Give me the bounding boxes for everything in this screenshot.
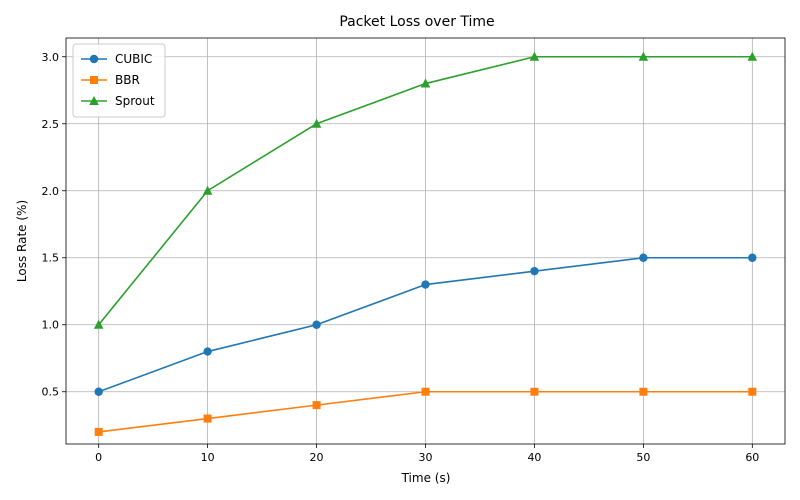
x-tick-label: 60	[745, 451, 759, 464]
data-point-cubic	[748, 253, 757, 262]
y-tick-label: 1.5	[42, 252, 60, 265]
legend-label: CUBIC	[115, 52, 152, 66]
legend-label: BBR	[115, 73, 140, 87]
data-point-bbr	[530, 387, 539, 396]
data-point-bbr	[312, 401, 321, 410]
data-point-sprout	[420, 78, 431, 88]
legend-marker	[89, 96, 99, 105]
data-point-cubic	[421, 280, 430, 289]
y-tick-label: 3.0	[42, 51, 60, 64]
y-tick-label: 0.5	[42, 386, 60, 399]
data-point-bbr	[94, 427, 103, 436]
series-layer	[93, 51, 758, 436]
data-point-cubic	[639, 253, 648, 262]
x-tick-label: 0	[95, 451, 102, 464]
legend-item-cubic: CUBIC	[81, 52, 152, 66]
data-point-cubic	[203, 347, 212, 356]
data-point-cubic	[312, 320, 321, 329]
data-point-sprout	[93, 319, 104, 329]
legend: CUBIC BBR Sprout	[72, 43, 166, 118]
series-bbr	[94, 387, 757, 436]
data-point-bbr	[203, 414, 212, 423]
data-point-bbr	[639, 387, 648, 396]
x-axis-label: Time (s)	[401, 471, 451, 485]
y-tick-label: 2.5	[42, 118, 60, 131]
data-point-cubic	[94, 387, 103, 396]
ticks: 0 10 20 30 40 50 60 0.5 1.0 1.5 2.0 2.5 3.0	[42, 51, 760, 464]
x-tick-label: 40	[527, 451, 541, 464]
x-tick-label: 30	[419, 451, 433, 464]
x-tick-label: 20	[310, 451, 324, 464]
x-tick-label: 10	[201, 451, 215, 464]
data-point-sprout	[529, 51, 540, 61]
data-point-sprout	[747, 51, 758, 61]
x-tick-label: 50	[636, 451, 650, 464]
chart-title: Packet Loss over Time	[339, 14, 494, 30]
data-point-sprout	[311, 118, 322, 128]
legend-item-sprout: Sprout	[81, 94, 155, 108]
data-point-sprout	[638, 51, 649, 61]
data-point-sprout	[202, 185, 213, 195]
y-tick-label: 2.0	[42, 185, 60, 198]
series-sprout	[93, 51, 758, 329]
y-axis-label: Loss Rate (%)	[15, 200, 29, 282]
grid	[66, 38, 785, 444]
legend-label: Sprout	[115, 94, 155, 108]
legend-marker	[89, 54, 99, 64]
data-point-bbr	[421, 387, 430, 396]
data-point-cubic	[530, 266, 539, 276]
y-tick-label: 1.0	[42, 319, 60, 332]
legend-marker	[90, 76, 98, 84]
series-cubic	[94, 253, 757, 396]
data-point-bbr	[748, 387, 757, 396]
legend-item-bbr: BBR	[81, 73, 140, 87]
